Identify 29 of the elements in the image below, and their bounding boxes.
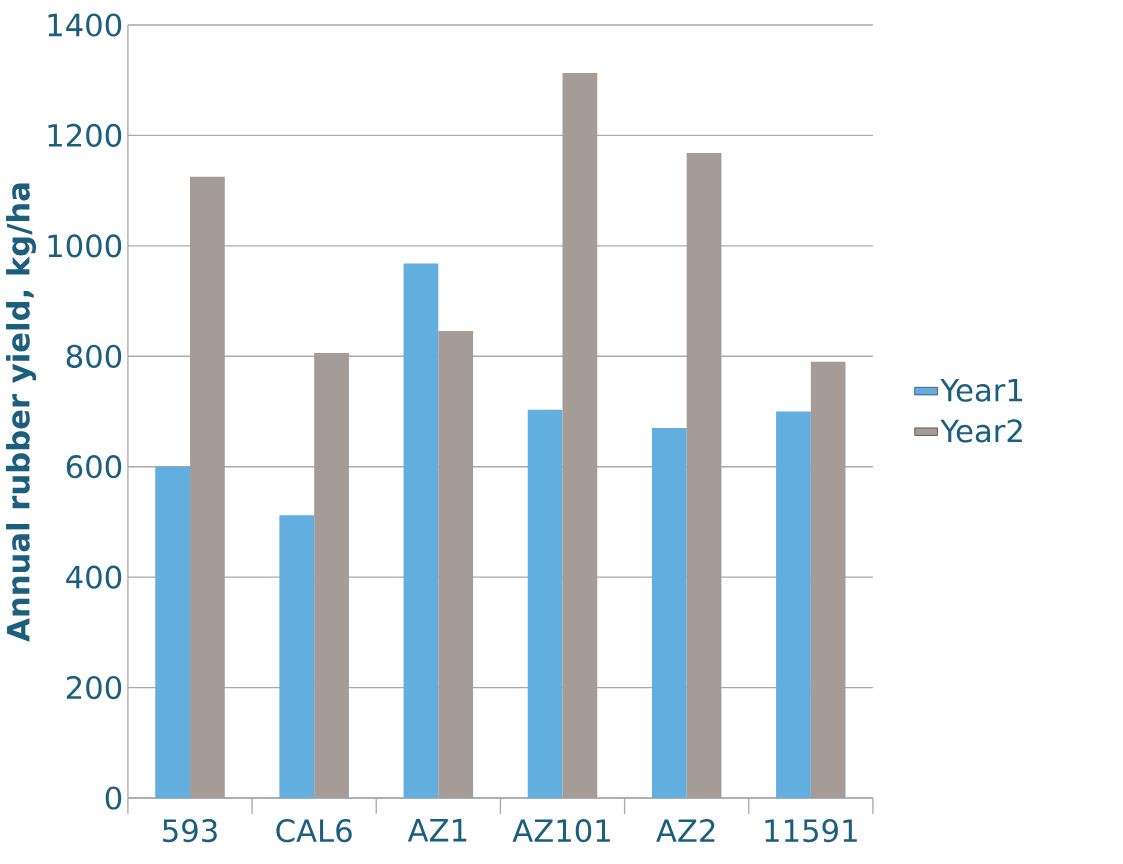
y-tick-label: 600 — [66, 455, 122, 479]
y-tick-label: 1000 — [48, 234, 122, 258]
bar — [776, 411, 811, 798]
bar — [438, 330, 474, 798]
y-tick-label: 400 — [66, 565, 122, 589]
bar — [190, 176, 225, 798]
x-tick-label: 593 — [163, 819, 217, 843]
y-tick-label: 200 — [66, 675, 122, 700]
x-tick-label: AZ101 — [512, 819, 610, 843]
x-tick-label: AZ1 — [407, 819, 467, 842]
y-tick-label: 0 — [105, 786, 122, 810]
bar — [403, 263, 439, 798]
bar — [562, 73, 598, 798]
y-tick-label: 1400 — [48, 13, 122, 37]
legend-label: Year2 — [940, 419, 1022, 443]
legend-label: Year1 — [940, 378, 1023, 402]
y-tick-label: 1200 — [48, 123, 122, 148]
bar — [155, 466, 190, 798]
x-tick-label: AZ2 — [656, 819, 715, 842]
y-axis-title: Annual rubber yield, kg/ha — [6, 183, 37, 642]
bar — [686, 153, 722, 798]
bar — [810, 361, 846, 798]
bar — [314, 352, 349, 798]
y-tick-label: 800 — [66, 344, 122, 368]
x-tick-label: CAL6 — [276, 819, 352, 843]
bar — [651, 428, 687, 798]
bar — [279, 515, 315, 798]
bar — [527, 409, 563, 798]
x-tick-label: 11591 — [765, 819, 857, 843]
